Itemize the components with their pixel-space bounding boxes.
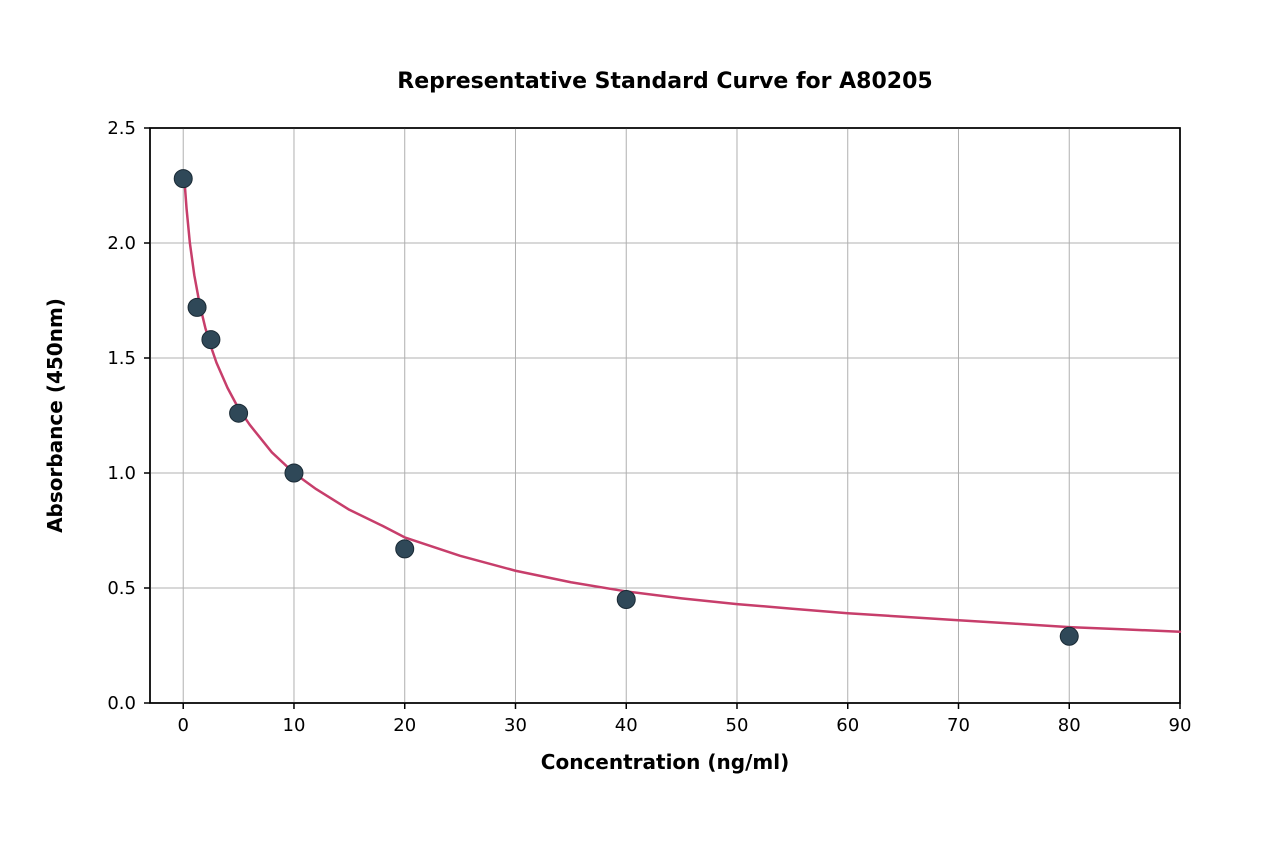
y-tick-label: 0.0 xyxy=(107,693,136,714)
data-point xyxy=(174,170,192,188)
y-tick-label: 2.0 xyxy=(107,233,136,254)
data-point xyxy=(396,540,414,558)
y-tick-label: 2.5 xyxy=(107,118,136,139)
y-tick-label: 1.5 xyxy=(107,348,136,369)
data-point xyxy=(617,591,635,609)
x-tick-label: 10 xyxy=(283,715,306,736)
x-axis-label: Concentration (ng/ml) xyxy=(541,750,789,774)
x-tick-label: 50 xyxy=(726,715,749,736)
x-tick-label: 20 xyxy=(393,715,416,736)
chart-title: Representative Standard Curve for A80205 xyxy=(397,69,932,94)
data-point xyxy=(230,404,248,422)
data-point xyxy=(202,331,220,349)
x-tick-label: 80 xyxy=(1058,715,1081,736)
x-tick-label: 90 xyxy=(1169,715,1192,736)
y-tick-label: 1.0 xyxy=(107,463,136,484)
chart-background xyxy=(0,0,1280,845)
x-tick-label: 30 xyxy=(504,715,527,736)
data-point xyxy=(1060,627,1078,645)
y-tick-label: 0.5 xyxy=(107,578,136,599)
y-axis-label: Absorbance (450nm) xyxy=(43,298,67,533)
x-tick-label: 70 xyxy=(947,715,970,736)
data-point xyxy=(285,464,303,482)
x-tick-label: 60 xyxy=(836,715,859,736)
x-tick-label: 0 xyxy=(177,715,188,736)
chart-svg: 0 10 20 30 40 50 60 70 80 90 0.0 0.5 1.0 1.5 2.0 2.5 Rep… xyxy=(0,0,1280,845)
x-tick-label: 40 xyxy=(615,715,638,736)
chart-container: 0 10 20 30 40 50 60 70 80 90 0.0 0.5 1.0 1.5 2.0 2.5 Rep… xyxy=(0,0,1280,845)
data-point xyxy=(188,298,206,316)
